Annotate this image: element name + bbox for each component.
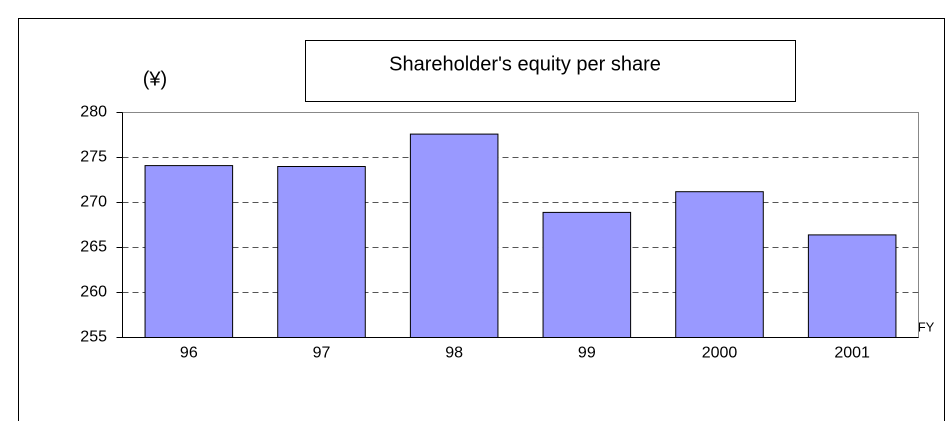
bar [409,133,499,338]
x-tick-label: 96 [180,345,198,362]
x-tick-label: 2001 [834,345,870,362]
chart-title: Shareholder's equity per share [389,53,661,75]
x-axis-label: FY [918,319,935,334]
bar [542,211,632,338]
y-tick-label: 280 [80,104,107,121]
bar [807,234,897,338]
y-tick-label: 260 [80,284,107,301]
bar [675,191,764,338]
y-tick-label: 255 [80,329,107,346]
bar [277,166,366,338]
plot-area [122,112,919,338]
bar [144,165,234,338]
x-tick-label: 98 [445,345,463,362]
y-tick-label: 275 [80,149,107,166]
y-tick-label: 270 [80,194,107,211]
x-tick-label: 97 [313,345,331,362]
x-tick-label: 2000 [702,345,738,362]
y-tick-label: 265 [80,239,107,256]
x-tick-label: 99 [578,345,596,362]
title-box [305,40,796,102]
y-axis-label: (¥) [143,68,167,90]
